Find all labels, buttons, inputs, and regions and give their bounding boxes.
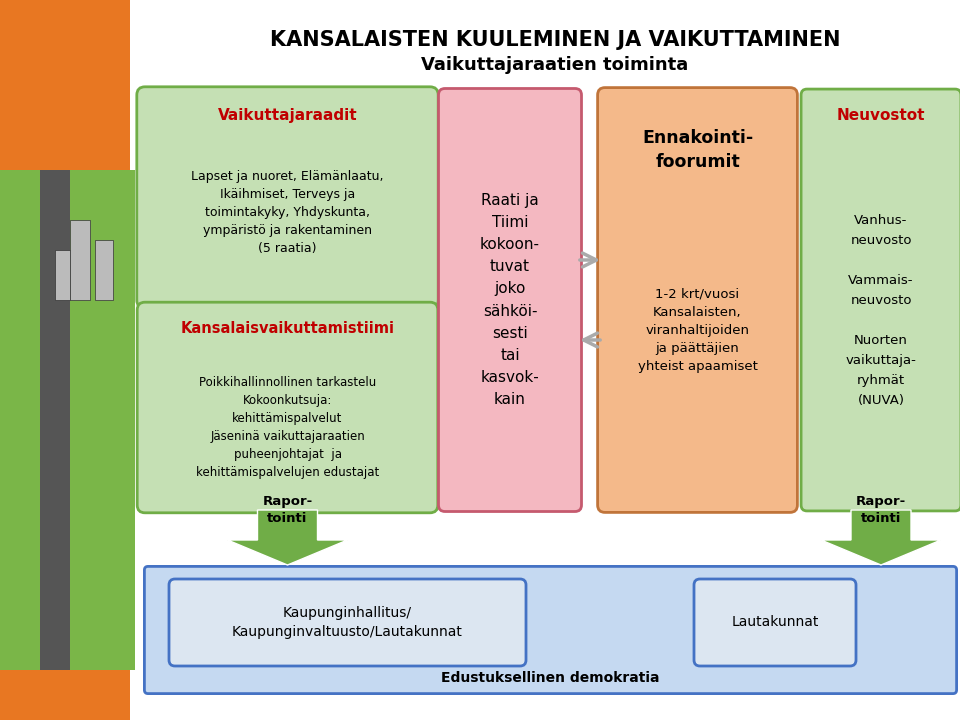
FancyBboxPatch shape [95, 240, 113, 300]
FancyBboxPatch shape [0, 0, 130, 720]
Text: Lapset ja nuoret, Elämänlaatu,
Ikäihmiset, Terveys ja
toimintakyky, Yhdyskunta,
: Lapset ja nuoret, Elämänlaatu, Ikäihmise… [191, 170, 384, 255]
Polygon shape [228, 510, 348, 565]
FancyBboxPatch shape [137, 302, 438, 513]
Text: 1-2 krt/vuosi
Kansalaisten,
viranhaltijoiden
ja päättäjien
yhteist apaamiset: 1-2 krt/vuosi Kansalaisten, viranhaltijo… [637, 287, 757, 372]
FancyBboxPatch shape [40, 170, 70, 670]
Text: Kansalaisvaikuttamistiimi: Kansalaisvaikuttamistiimi [180, 320, 395, 336]
Text: Ennakointi-
foorumit: Ennakointi- foorumit [642, 129, 754, 171]
FancyBboxPatch shape [70, 220, 90, 300]
Text: Vaikuttajaraadit: Vaikuttajaraadit [218, 107, 357, 122]
FancyBboxPatch shape [694, 579, 856, 666]
Text: Rapor-
tointi: Rapor- tointi [856, 495, 906, 524]
Text: Rapor-
tointi: Rapor- tointi [262, 495, 313, 524]
FancyBboxPatch shape [801, 89, 960, 511]
Text: Raati ja
Tiimi
kokoon-
tuvat
joko
sähköi-
sesti
tai
kasvok-
kain: Raati ja Tiimi kokoon- tuvat joko sähköi… [480, 192, 540, 408]
FancyBboxPatch shape [439, 89, 582, 511]
Text: Vanhus-
neuvosto

Vammais-
neuvosto

Nuorten
vaikuttaja-
ryhmät
(NUVA): Vanhus- neuvosto Vammais- neuvosto Nuort… [846, 214, 917, 407]
Text: Kaupunginhallitus/
Kaupunginvaltuusto/Lautakunnat: Kaupunginhallitus/ Kaupunginvaltuusto/La… [232, 606, 463, 639]
FancyBboxPatch shape [597, 88, 798, 513]
Text: Lautakunnat: Lautakunnat [732, 616, 819, 629]
Text: Neuvostot: Neuvostot [837, 107, 925, 122]
Text: KANSALAISTEN KUULEMINEN JA VAIKUTTAMINEN: KANSALAISTEN KUULEMINEN JA VAIKUTTAMINEN [270, 30, 840, 50]
Polygon shape [821, 510, 941, 565]
FancyBboxPatch shape [169, 579, 526, 666]
FancyBboxPatch shape [137, 87, 438, 308]
Text: Vaikuttajaraatien toiminta: Vaikuttajaraatien toiminta [421, 56, 688, 74]
FancyBboxPatch shape [55, 250, 70, 300]
Text: Poikkihallinnollinen tarkastelu
Kokoonkutsuja:
kehittämispalvelut
Jäseninä vaiku: Poikkihallinnollinen tarkastelu Kokoonku… [196, 376, 379, 479]
FancyBboxPatch shape [144, 567, 956, 693]
Text: Edustuksellinen demokratia: Edustuksellinen demokratia [442, 671, 660, 685]
FancyBboxPatch shape [0, 170, 135, 670]
